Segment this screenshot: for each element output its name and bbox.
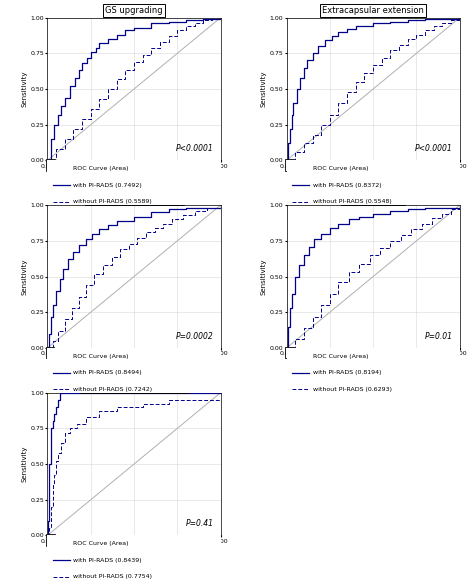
Title: Extracapsular extension: Extracapsular extension — [322, 6, 424, 15]
Y-axis label: Sensitivity: Sensitivity — [21, 71, 27, 107]
Title: GS upgrading: GS upgrading — [105, 6, 163, 15]
Title: Unfavorable prognosis: Unfavorable prognosis — [87, 194, 182, 203]
Text: without PI-RADS (0.7754): without PI-RADS (0.7754) — [73, 574, 152, 579]
Text: P=0.41: P=0.41 — [186, 519, 214, 529]
Text: without PI-RADS (0.5589): without PI-RADS (0.5589) — [73, 199, 152, 204]
Text: d: d — [286, 348, 293, 357]
Text: P=0.0002: P=0.0002 — [176, 332, 214, 341]
X-axis label: 1 - Specificity: 1 - Specificity — [110, 172, 158, 178]
X-axis label: 1 - Specificity: 1 - Specificity — [349, 359, 397, 365]
Text: P=0.01: P=0.01 — [425, 332, 453, 341]
Text: a: a — [47, 161, 54, 169]
Title: Seminal vesicle invasion: Seminal vesicle invasion — [82, 381, 186, 390]
Text: P<0.0001: P<0.0001 — [176, 144, 214, 154]
Y-axis label: Sensitivity: Sensitivity — [21, 446, 27, 482]
Text: with PI-RADS (0.7492): with PI-RADS (0.7492) — [73, 182, 142, 188]
X-axis label: 1 - Specificity: 1 - Specificity — [110, 547, 158, 553]
Text: ROC Curve (Area): ROC Curve (Area) — [312, 353, 368, 359]
Text: ROC Curve (Area): ROC Curve (Area) — [73, 166, 129, 171]
Text: without PI-RADS (0.5548): without PI-RADS (0.5548) — [312, 199, 391, 204]
Title: Tumor volume: Tumor volume — [343, 194, 403, 203]
Text: with PI-RADS (0.8372): with PI-RADS (0.8372) — [312, 182, 381, 188]
Text: ROC Curve (Area): ROC Curve (Area) — [73, 353, 129, 359]
Text: P<0.0001: P<0.0001 — [415, 144, 453, 154]
Y-axis label: Sensitivity: Sensitivity — [261, 71, 266, 107]
Text: ROC Curve (Area): ROC Curve (Area) — [312, 166, 368, 171]
Y-axis label: Sensitivity: Sensitivity — [261, 258, 266, 295]
Text: without PI-RADS (0.6293): without PI-RADS (0.6293) — [312, 387, 392, 391]
Text: with PI-RADS (0.8494): with PI-RADS (0.8494) — [73, 370, 142, 375]
Text: e: e — [47, 536, 54, 544]
Y-axis label: Sensitivity: Sensitivity — [21, 258, 27, 295]
Text: without PI-RADS (0.7242): without PI-RADS (0.7242) — [73, 387, 153, 391]
Text: ROC Curve (Area): ROC Curve (Area) — [73, 541, 129, 546]
Text: b: b — [286, 161, 293, 169]
Text: c: c — [47, 348, 53, 357]
X-axis label: 1 - Specificity: 1 - Specificity — [110, 359, 158, 365]
Text: with PI-RADS (0.8194): with PI-RADS (0.8194) — [312, 370, 381, 375]
Text: with PI-RADS (0.8439): with PI-RADS (0.8439) — [73, 557, 142, 563]
X-axis label: 1 - Specificity: 1 - Specificity — [349, 172, 397, 178]
